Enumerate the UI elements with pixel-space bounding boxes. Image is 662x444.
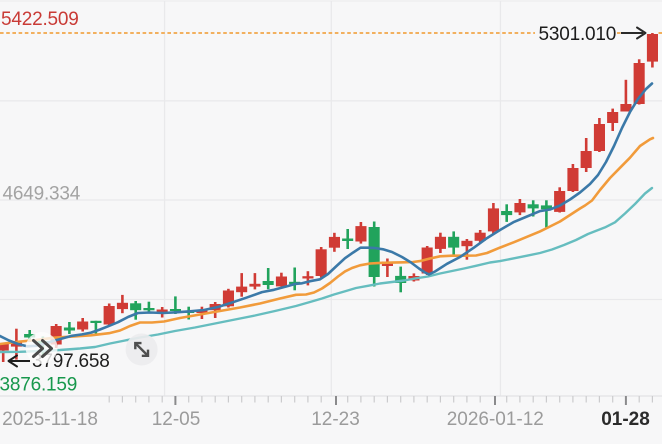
svg-text:5422.509: 5422.509 [1, 9, 79, 30]
svg-text:12-23: 12-23 [311, 409, 360, 430]
svg-text:2026-01-12: 2026-01-12 [447, 409, 544, 430]
svg-text:5301.010: 5301.010 [539, 24, 617, 45]
svg-text:3876.159: 3876.159 [0, 375, 77, 396]
svg-text:01-28: 01-28 [601, 409, 650, 430]
svg-text:12-05: 12-05 [152, 409, 201, 430]
svg-text:4649.334: 4649.334 [3, 184, 81, 205]
svg-text:2025-11-18: 2025-11-18 [2, 409, 98, 430]
